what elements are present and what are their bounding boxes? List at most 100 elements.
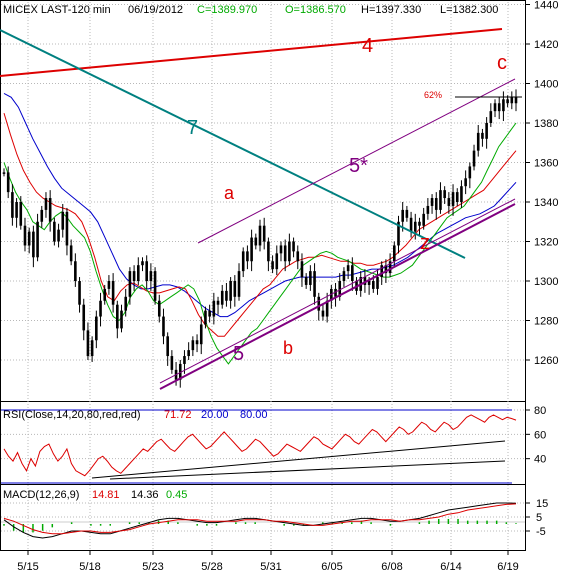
wave-label-7: 7 [187,117,198,139]
rsi-line [3,414,517,477]
price-bar-body [460,186,463,202]
price-bar-body [250,237,253,262]
price-bar-body [241,251,245,272]
price-bar-body [300,261,304,278]
price-bar-body [191,340,195,351]
rsi-value: 71.72 [164,409,192,421]
price-bar-body [447,198,451,206]
price-bar-body [434,198,438,210]
wave-label-5-star: 5* [349,155,368,177]
price-bar-body [426,205,430,214]
x-ticks: 5/15 5/18 5/23 5/28 5/31 6/05 6/08 6/14 6/19 [17,550,519,573]
price-bar-body [384,265,388,274]
price-bar-body [506,99,509,104]
price-bar-body [2,172,6,174]
price-bar-body [120,310,123,329]
high-value: H=1397.330 [361,4,421,16]
price-bar-body [216,300,220,305]
price-bar-body [65,211,69,246]
price-bar-body [413,221,417,232]
price-bar-body [124,296,128,311]
price-bar-body [170,356,174,370]
x-tick-label: 5/15 [17,561,38,573]
price-bar-body [48,198,52,222]
x-tick-label: 6/19 [497,561,518,573]
x-tick-label: 5/28 [201,561,222,573]
price-bar-body [141,261,144,266]
wave-label-z: z [420,232,430,254]
price-bar-body [166,336,169,357]
price-bar-body [116,304,119,329]
price-bar-body [128,271,132,297]
price-bar-body [11,192,14,218]
price-bar-body [111,281,115,305]
price-bar-body [187,350,190,357]
price-bar-body [388,261,392,274]
price-bar-body [162,316,165,337]
price-bar-body [476,132,480,151]
price-bar-body [455,192,459,202]
price-bar-body [418,221,421,226]
price-bar-body [271,261,274,270]
price-bar-body [69,245,73,262]
x-tick-label: 6/05 [321,561,342,573]
x-tick-label: 6/14 [440,561,461,573]
price-bar-body [220,290,224,305]
price-bar-body [367,281,371,285]
price-bar-body [430,198,434,206]
price-bar-body [472,150,476,167]
macd-label: MACD(12,26,9) [3,489,79,501]
price-bar-body [292,241,295,252]
price-panel-frame [0,0,526,402]
price-bar-body [199,324,203,345]
price-bar-body [246,251,249,262]
price-bar-body [74,261,77,281]
price-bar-body [212,300,216,317]
price-bar-body [510,97,514,104]
symbol-label: MICEX LAST-120 min [3,4,111,16]
price-bar-body [103,288,107,301]
price-bar-body [451,192,455,206]
macd-signal-line [3,503,517,535]
price-bar-body [481,132,484,139]
price-bar-body [145,261,148,281]
trendline-5 [159,203,516,390]
price-bar-body [334,288,337,297]
price-bar-body [346,265,350,272]
y-tick-label: 1280 [534,316,558,328]
macd-value: 14.81 [92,489,120,501]
x-tick-label: 5/18 [79,561,100,573]
wave-label-b: b [283,338,293,358]
price-bar-body [313,271,316,297]
price-y-ticks: 1260 1280 1300 1320 1340 1360 1380 1400 1420 1440 [525,0,558,367]
macd-tick-label: 5 [536,512,542,524]
price-bar-body [237,271,241,297]
trendline-5-star [197,78,516,244]
price-bar-body [61,211,65,230]
y-tick-label: 1340 [534,197,558,209]
price-bar-body [204,310,207,325]
macd-tick-label: 15 [536,498,548,510]
price-bar-body [90,340,94,357]
wave-label-5: 5 [233,343,244,365]
price-bar-body [157,300,161,317]
price-bar-body [208,310,211,317]
price-bar-body [86,330,90,357]
y-tick-label: 1420 [534,39,558,51]
y-tick-label: 1380 [534,118,558,130]
price-bar-body [44,198,48,210]
price-bar-body [401,209,404,222]
y-tick-label: 1320 [534,237,558,249]
price-bar-body [443,190,446,199]
open-value: O=1386.570 [285,4,346,16]
y-tick-label: 1360 [534,158,558,170]
price-bar-body [514,97,518,104]
level-62-label: 62% [424,90,442,100]
price-bar-body [288,241,291,262]
price-bar-body [485,123,488,139]
price-bar-body [32,231,35,258]
wave-label-c: c [497,52,507,74]
price-bar-body [57,229,60,242]
rsi-trendline-lower [109,460,506,480]
